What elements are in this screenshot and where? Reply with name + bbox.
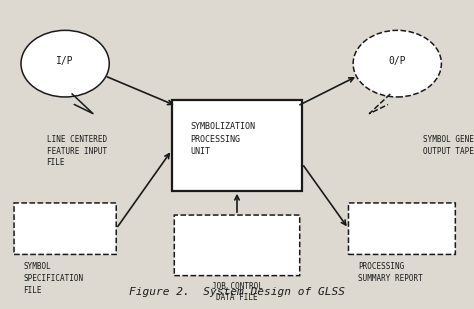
- Text: PROCESSING
SUMMARY REPORT: PROCESSING SUMMARY REPORT: [358, 262, 422, 283]
- Text: LINE CENTERED
FEATURE INPUT
FILE: LINE CENTERED FEATURE INPUT FILE: [46, 135, 107, 167]
- FancyBboxPatch shape: [348, 203, 456, 254]
- FancyBboxPatch shape: [174, 215, 300, 276]
- Bar: [172, 100, 302, 191]
- Ellipse shape: [21, 30, 109, 97]
- Text: 0/P: 0/P: [389, 56, 406, 66]
- Text: JOB CONTROL
DATA FILE: JOB CONTROL DATA FILE: [211, 282, 263, 303]
- Text: Figure 2.  System Design of GLSS: Figure 2. System Design of GLSS: [129, 287, 345, 297]
- Text: SYMBOL GENERATED
OUTPUT TAPE: SYMBOL GENERATED OUTPUT TAPE: [423, 135, 474, 156]
- Text: SYMBOLIZATION
PROCESSING
UNIT: SYMBOLIZATION PROCESSING UNIT: [191, 122, 255, 156]
- Ellipse shape: [353, 30, 441, 97]
- FancyBboxPatch shape: [14, 203, 116, 254]
- Text: SYMBOL
SPECIFICATION
FILE: SYMBOL SPECIFICATION FILE: [23, 262, 83, 294]
- Text: I/P: I/P: [56, 56, 74, 66]
